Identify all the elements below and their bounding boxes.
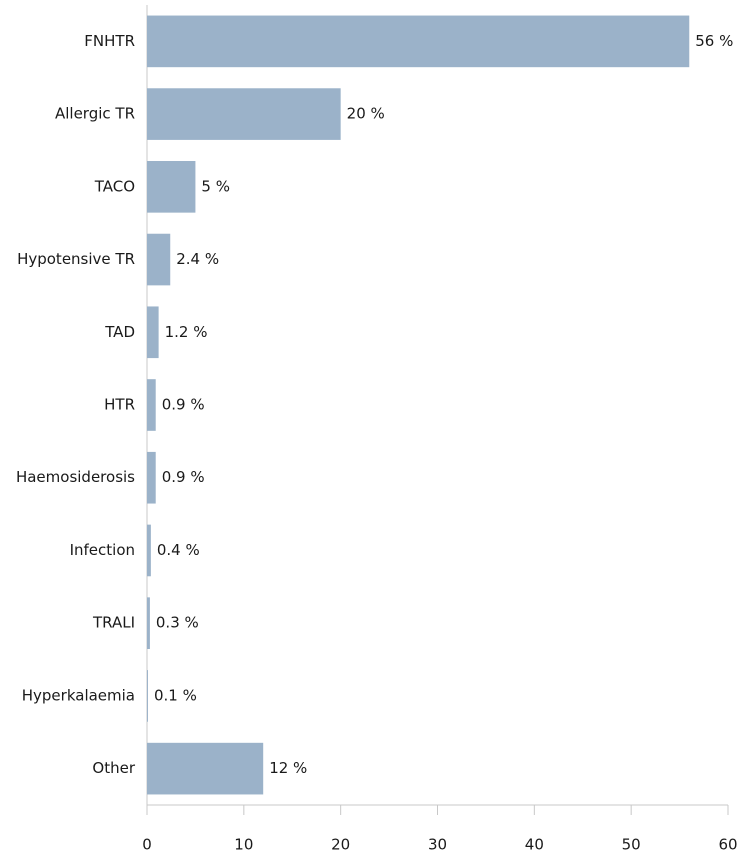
y-tick-label: FNHTR [84, 32, 135, 50]
value-label: 0.3 % [156, 614, 199, 632]
y-tick-label: Haemosiderosis [16, 468, 135, 486]
y-tick-label: Infection [70, 541, 135, 559]
y-tick-label: Allergic TR [55, 105, 135, 123]
x-tick-label: 50 [622, 836, 641, 854]
bar [147, 306, 159, 359]
x-tick-label: 20 [331, 836, 350, 854]
value-label: 12 % [269, 759, 307, 777]
bar [147, 233, 171, 286]
x-tick-label: 30 [428, 836, 447, 854]
bar [147, 88, 341, 140]
y-tick-label: Other [92, 759, 135, 777]
x-tick-label: 40 [525, 836, 544, 854]
bar [147, 15, 690, 68]
bar [147, 379, 156, 431]
value-label: 1.2 % [165, 323, 208, 341]
value-label: 0.9 % [162, 396, 205, 414]
bar [147, 524, 151, 577]
bar [147, 670, 148, 722]
bar [147, 742, 264, 795]
bar [147, 597, 150, 649]
value-label: 0.9 % [162, 468, 205, 486]
x-tick-label: 0 [142, 836, 152, 854]
value-label: 2.4 % [176, 250, 219, 268]
value-label: 0.4 % [157, 541, 200, 559]
y-tick-label: HTR [104, 396, 135, 414]
value-label: 56 % [695, 32, 733, 50]
x-tick-label: 10 [234, 836, 253, 854]
y-tick-label: Hyperkalaemia [22, 686, 135, 704]
x-tick-label: 60 [718, 836, 737, 854]
value-label: 20 % [347, 105, 385, 123]
bar [147, 161, 196, 213]
y-tick-label: TACO [94, 177, 135, 195]
y-tick-label: Hypotensive TR [17, 250, 135, 268]
y-tick-label: TAD [104, 323, 135, 341]
value-label: 0.1 % [154, 686, 197, 704]
value-label: 5 % [201, 177, 230, 195]
bar [147, 451, 156, 504]
y-tick-label: TRALI [92, 614, 135, 632]
